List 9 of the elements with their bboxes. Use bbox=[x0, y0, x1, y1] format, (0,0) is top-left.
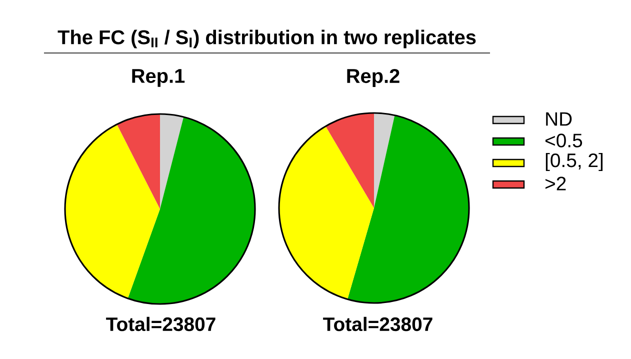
legend-label: ND bbox=[546, 112, 572, 126]
legend-label: <0.5 bbox=[545, 134, 582, 148]
legend-label: >2 bbox=[545, 176, 566, 190]
text: Total=23807 bbox=[323, 316, 432, 332]
legend-label: [0.5, 2] bbox=[546, 152, 603, 172]
text: Total=23807 bbox=[106, 316, 216, 332]
chart-title: Rep.2 bbox=[347, 68, 400, 88]
chart-subtitle: Rep.1 bbox=[132, 69, 185, 87]
chart-title: The FC (S$_{II}$ / S$_{I}$) distribution in two replicates bbox=[58, 30, 476, 48]
